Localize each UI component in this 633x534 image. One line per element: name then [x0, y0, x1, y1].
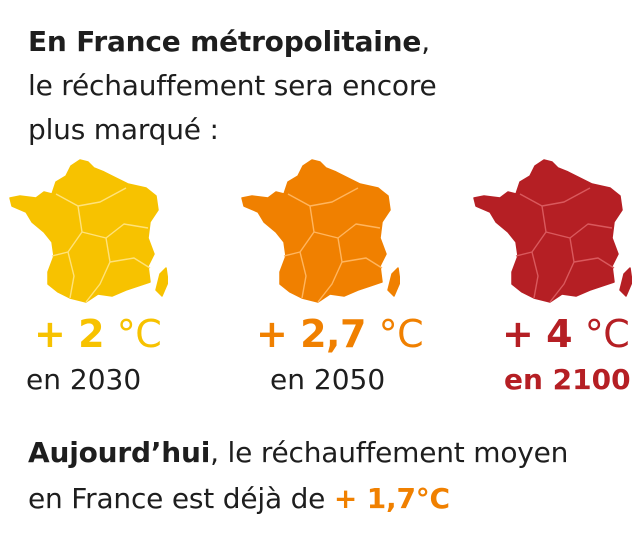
intro-region: En France métropolitaine: [28, 25, 422, 58]
temperature-unit-2030: °C: [116, 312, 162, 356]
bottom-line-1: Aujourd’hui, le réchauffement moyen: [28, 430, 568, 476]
year-2100: en 2100: [504, 363, 631, 396]
intro-line-3: plus marqué :: [28, 113, 219, 146]
france-map-icon: [9, 159, 168, 303]
temperature-2100: + 4 °C: [502, 312, 630, 356]
intro-line-2: le réchauffement sera encore: [28, 69, 437, 102]
year-2030: en 2030: [26, 363, 142, 396]
bottom-line-2: en France est déjà de + 1,7°C: [28, 476, 568, 522]
today-label: Aujourd’hui: [28, 436, 211, 469]
temperature-2030: + 2 °C: [34, 312, 162, 356]
temperature-value-2050: + 2,7: [256, 312, 366, 356]
temperature-value-2100: + 4: [502, 312, 573, 356]
france-map-icon: [241, 159, 400, 303]
intro-comma: ,: [421, 25, 430, 58]
france-map-icon: [473, 159, 632, 303]
current-warming-text: Aujourd’hui, le réchauffement moyen en F…: [28, 430, 568, 522]
current-warming-value: + 1,7°C: [333, 482, 450, 515]
intro-text: En France métropolitaine, le réchauffeme…: [28, 20, 437, 152]
scenario-2100: + 4 °C en 2100: [464, 158, 633, 408]
temperature-unit-2100: °C: [584, 312, 630, 356]
bottom-line-1-rest: , le réchauffement moyen: [210, 436, 569, 469]
intro-line-1: En France métropolitaine,: [28, 20, 437, 64]
scenario-2030: + 2 °C en 2030: [0, 158, 200, 408]
bottom-line-2-text: en France est déjà de: [28, 482, 334, 515]
temperature-unit-2050: °C: [378, 312, 424, 356]
temperature-2050: + 2,7 °C: [256, 312, 424, 356]
scenario-2050: + 2,7 °C en 2050: [232, 158, 432, 408]
year-2050: en 2050: [270, 363, 386, 396]
temperature-value-2030: + 2: [34, 312, 105, 356]
